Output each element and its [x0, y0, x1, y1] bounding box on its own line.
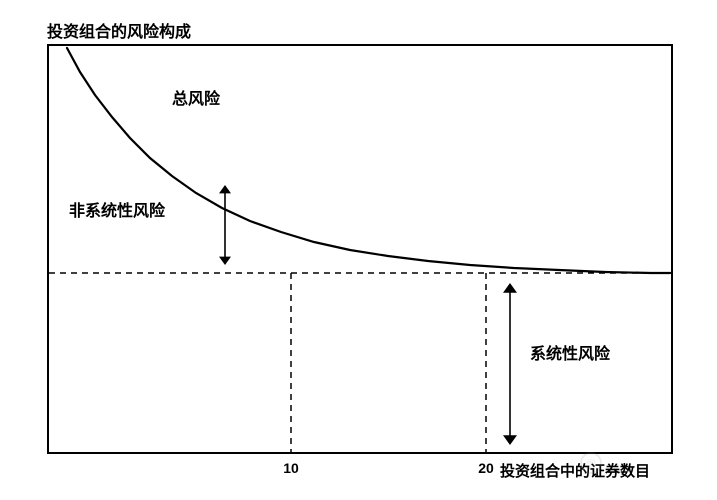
x-axis-label: 投资组合中的证券数目 [500, 460, 650, 481]
x-tick-10: 10 [283, 460, 299, 476]
systematic-risk-label: 系统性风险 [530, 340, 610, 364]
unsystematic-risk-label: 非系统性风险 [69, 197, 165, 221]
watermark-icon: 雪 [580, 452, 602, 474]
plot-frame [47, 44, 673, 454]
total-risk-label: 总风险 [172, 85, 220, 109]
chart-title: 投资组合的风险构成 [47, 18, 191, 42]
x-tick-20: 20 [478, 460, 494, 476]
